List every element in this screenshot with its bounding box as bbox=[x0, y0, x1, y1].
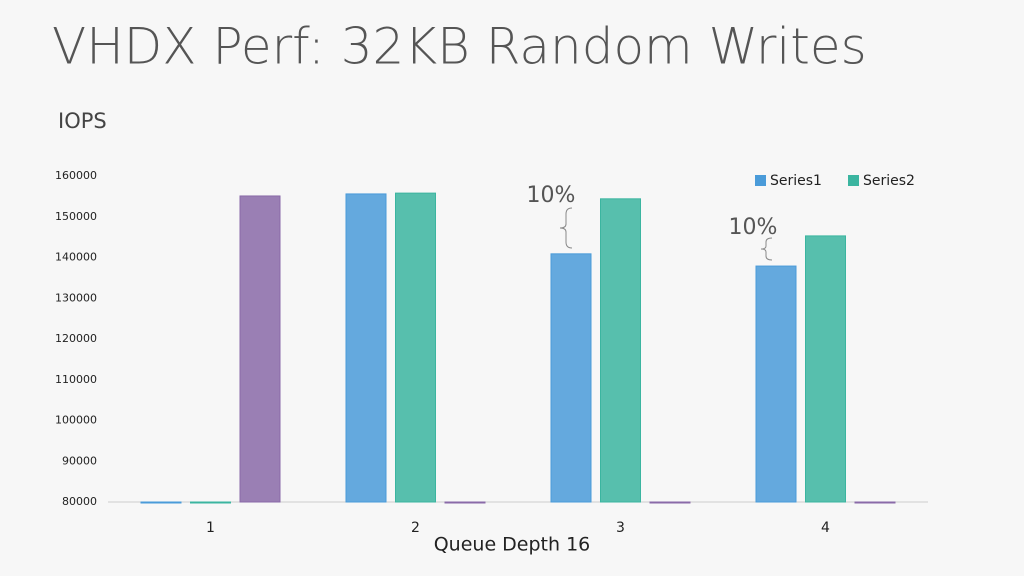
y-tick-label: 140000 bbox=[55, 251, 97, 264]
bar bbox=[649, 501, 691, 504]
bar bbox=[190, 501, 231, 504]
bar bbox=[600, 198, 641, 503]
annotation: 10% bbox=[527, 183, 576, 208]
y-tick-label: 120000 bbox=[55, 332, 97, 345]
bar bbox=[550, 253, 592, 503]
y-tick-label: 110000 bbox=[55, 373, 97, 386]
bar bbox=[239, 195, 281, 503]
y-tick-label: 90000 bbox=[62, 454, 97, 467]
bar bbox=[854, 501, 896, 504]
y-tick-label: 80000 bbox=[62, 495, 97, 508]
x-axis-label: Queue Depth 16 bbox=[434, 534, 591, 556]
bar bbox=[755, 265, 797, 503]
annotation: 10% bbox=[729, 215, 778, 240]
bracket bbox=[760, 237, 773, 261]
chart-subtitle: IOPS bbox=[58, 109, 107, 133]
bar bbox=[140, 501, 182, 504]
bar bbox=[395, 192, 436, 503]
x-tick-label: 2 bbox=[411, 520, 420, 536]
y-tick-label: 150000 bbox=[55, 210, 97, 223]
y-tick-label: 130000 bbox=[55, 291, 97, 304]
bar bbox=[444, 501, 486, 504]
x-tick-label: 4 bbox=[821, 520, 830, 536]
bar bbox=[805, 235, 846, 503]
legend-label: Series2 bbox=[863, 173, 915, 189]
legend-swatch bbox=[755, 175, 766, 186]
y-tick-label: 160000 bbox=[55, 169, 97, 182]
chart-title: VHDX Perf: 32KB Random Writes bbox=[52, 18, 867, 76]
legend-label: Series1 bbox=[770, 173, 822, 189]
x-tick-label: 1 bbox=[206, 520, 215, 536]
bar bbox=[345, 193, 387, 503]
bracket bbox=[559, 207, 573, 249]
x-tick-label: 3 bbox=[616, 520, 625, 536]
legend-swatch bbox=[848, 175, 859, 186]
y-tick-label: 100000 bbox=[55, 414, 97, 427]
